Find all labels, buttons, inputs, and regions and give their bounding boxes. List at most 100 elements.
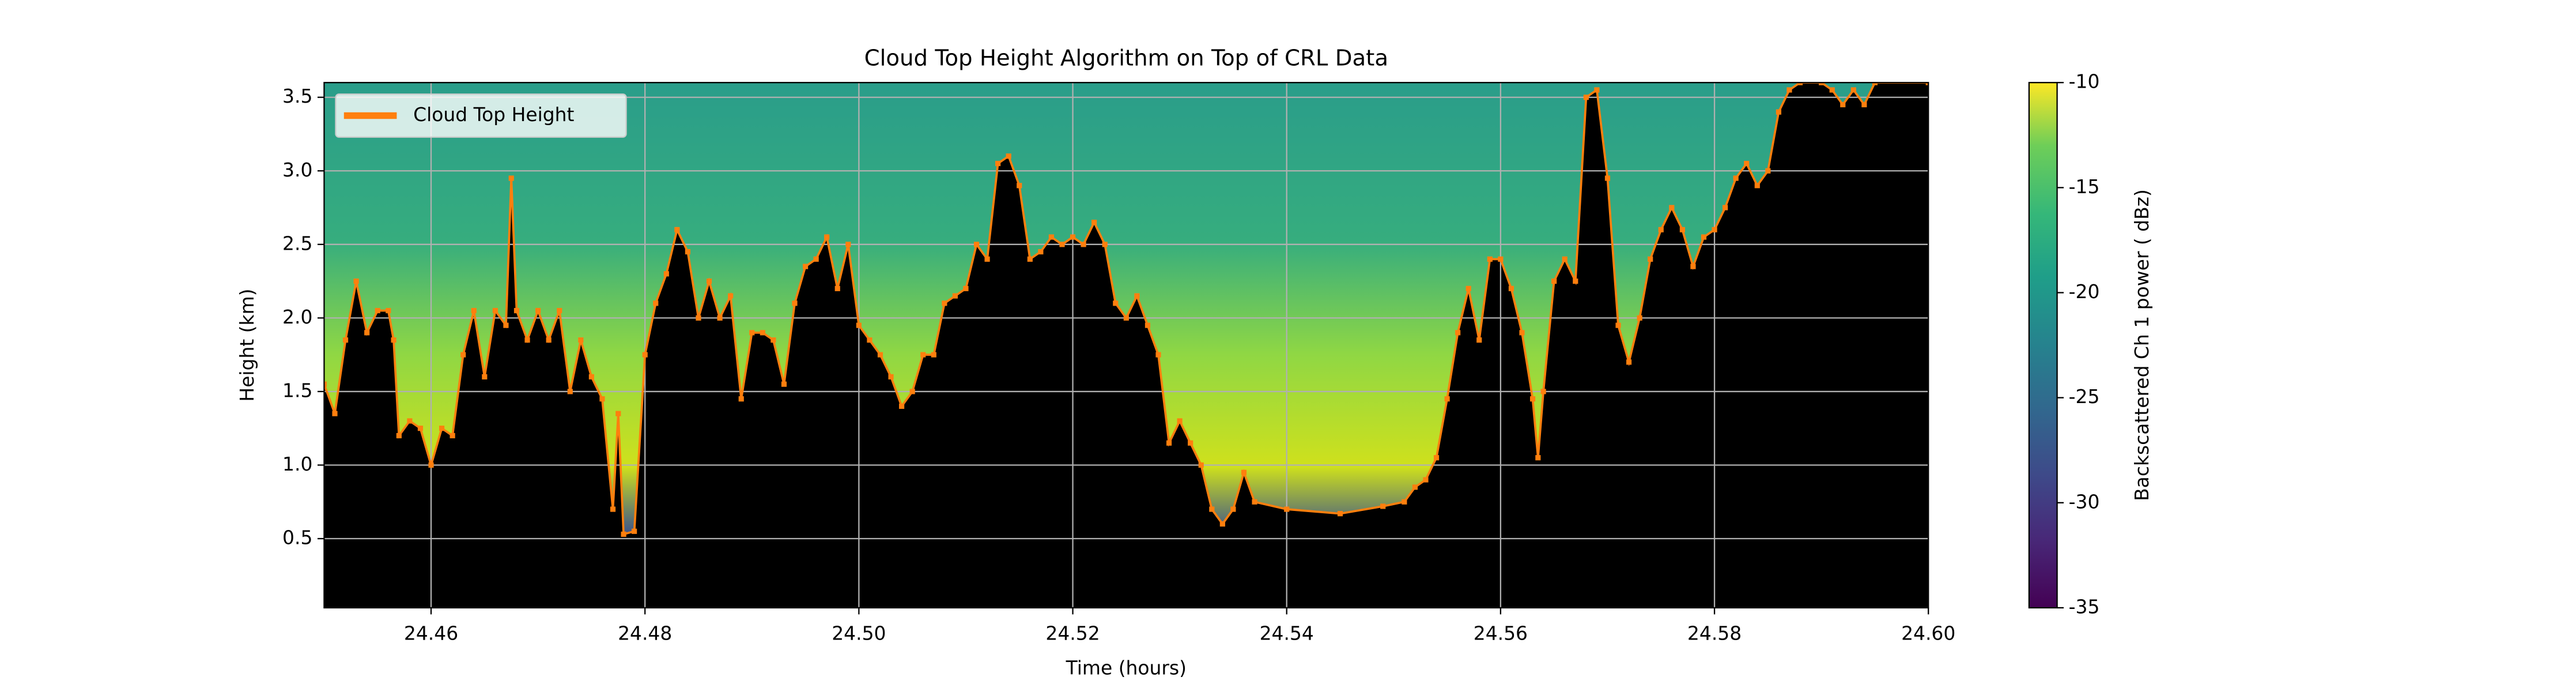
y-tick-label: 1.5 [282,379,312,401]
y-tick-label: 1.0 [282,453,312,475]
point [856,322,862,328]
x-tick-label: 24.50 [832,622,886,644]
point [1626,359,1632,365]
point [1615,322,1621,328]
point [888,374,894,379]
point [1455,330,1461,336]
point [417,426,424,431]
point [460,352,466,358]
point [471,308,477,314]
point [963,285,969,291]
legend-label: Cloud Top Height [413,103,574,126]
point [952,293,958,299]
point [1840,101,1846,108]
point [1583,95,1589,100]
x-tick-label: 24.48 [618,622,672,644]
point [1744,160,1750,167]
point [557,308,562,314]
point [1423,477,1429,483]
cloud-region [324,82,1929,535]
x-tick-label: 24.56 [1474,622,1528,644]
point [685,249,691,255]
point [1241,469,1247,475]
point [342,337,349,343]
point [1102,242,1108,247]
point [353,279,359,284]
point [674,227,680,232]
point [632,528,637,534]
point [1604,175,1611,181]
point [813,256,819,262]
point [1048,234,1055,240]
legend: Cloud Top Height [335,93,627,138]
point [1476,337,1482,343]
point [1059,242,1065,247]
point [407,418,413,424]
point [428,462,434,468]
colorbar-tick-label: -30 [2069,490,2100,513]
point [1850,87,1856,93]
point [920,352,926,358]
point [1498,256,1504,262]
point [1535,455,1541,461]
point [1776,109,1781,115]
y-tick-label: 3.0 [282,159,312,181]
point [1658,227,1664,232]
point [588,374,594,379]
point [706,279,712,284]
point [386,308,391,314]
x-axis-label: Time (hours) [1066,656,1187,679]
point [1861,101,1867,108]
point [1380,503,1386,509]
point [1465,285,1471,291]
point [492,308,498,314]
y-tick-label: 0.5 [282,526,312,549]
point [546,337,552,343]
point [1701,234,1707,240]
point [1230,506,1236,512]
point [984,256,990,262]
colorbar-tick-label: -10 [2069,70,2100,93]
y-tick-label: 2.5 [282,232,312,254]
point [1038,249,1044,255]
point [1551,279,1557,284]
point [1829,87,1835,93]
point [781,381,787,387]
point [1925,82,1929,85]
colorbar-tick-label: -15 [2069,175,2100,198]
point [802,264,809,269]
point [578,337,584,343]
point [792,300,798,306]
point [1765,168,1771,174]
point [717,315,723,321]
point [1594,87,1600,93]
point [1562,256,1567,262]
point [1166,440,1172,446]
colorbar-tick-label: -25 [2069,385,2100,408]
point [909,389,915,394]
x-tick-label: 24.52 [1045,622,1100,644]
point [1797,82,1803,85]
point [1444,396,1450,402]
x-tick-label: 24.60 [1901,622,1955,644]
y-tick-label: 3.5 [282,85,312,107]
point [1219,521,1225,527]
point [439,426,445,431]
point [942,300,947,306]
x-tick-label: 24.54 [1260,622,1314,644]
point [375,308,380,314]
point [524,337,530,343]
point [1134,293,1140,299]
point [1177,418,1183,424]
point [513,308,520,314]
point [867,337,872,343]
point [1188,440,1193,446]
x-tick-label: 24.58 [1687,622,1742,644]
point [1540,389,1546,394]
point [1113,300,1119,306]
point [503,322,509,328]
point [324,381,327,387]
chart-title: Cloud Top Height Algorithm on Top of CRL… [864,46,1388,72]
